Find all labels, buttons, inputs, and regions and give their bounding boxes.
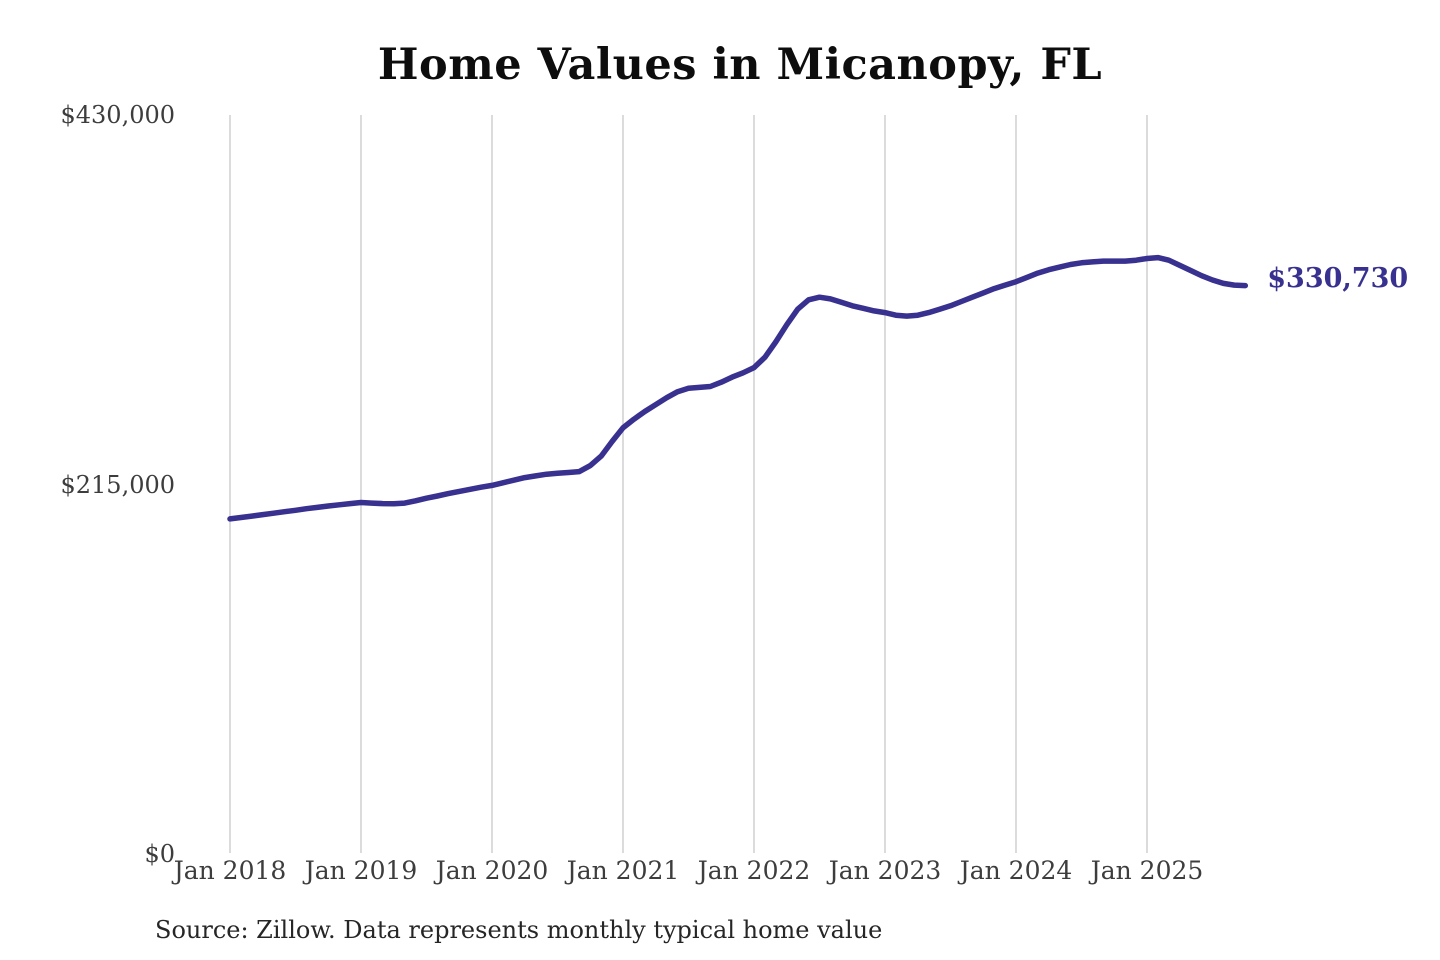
x-axis-tick-label: Jan 2018 xyxy=(173,856,287,885)
home-value-line xyxy=(227,254,1249,522)
x-axis-tick-label: Jan 2022 xyxy=(697,856,811,885)
x-axis-tick-label: Jan 2023 xyxy=(828,856,942,885)
y-axis-tick-label: $215,000 xyxy=(60,470,175,499)
chart-title: Home Values in Micanopy, FL xyxy=(377,40,1103,90)
vertical-gridlines xyxy=(229,115,1148,853)
x-axis-tick-label: Jan 2024 xyxy=(959,856,1073,885)
source-note: Source: Zillow. Data represents monthly … xyxy=(155,916,883,944)
x-axis-tick-label: Jan 2020 xyxy=(435,856,549,885)
x-axis-tick-label: Jan 2025 xyxy=(1090,856,1204,885)
y-axis-tick-label: $430,000 xyxy=(60,101,175,129)
last-value-annotation: $330,730 xyxy=(1267,262,1409,294)
y-axis-tick-label: $0 xyxy=(144,840,175,868)
x-axis-tick-label: Jan 2021 xyxy=(566,856,680,885)
x-axis-tick-label: Jan 2019 xyxy=(304,856,418,885)
